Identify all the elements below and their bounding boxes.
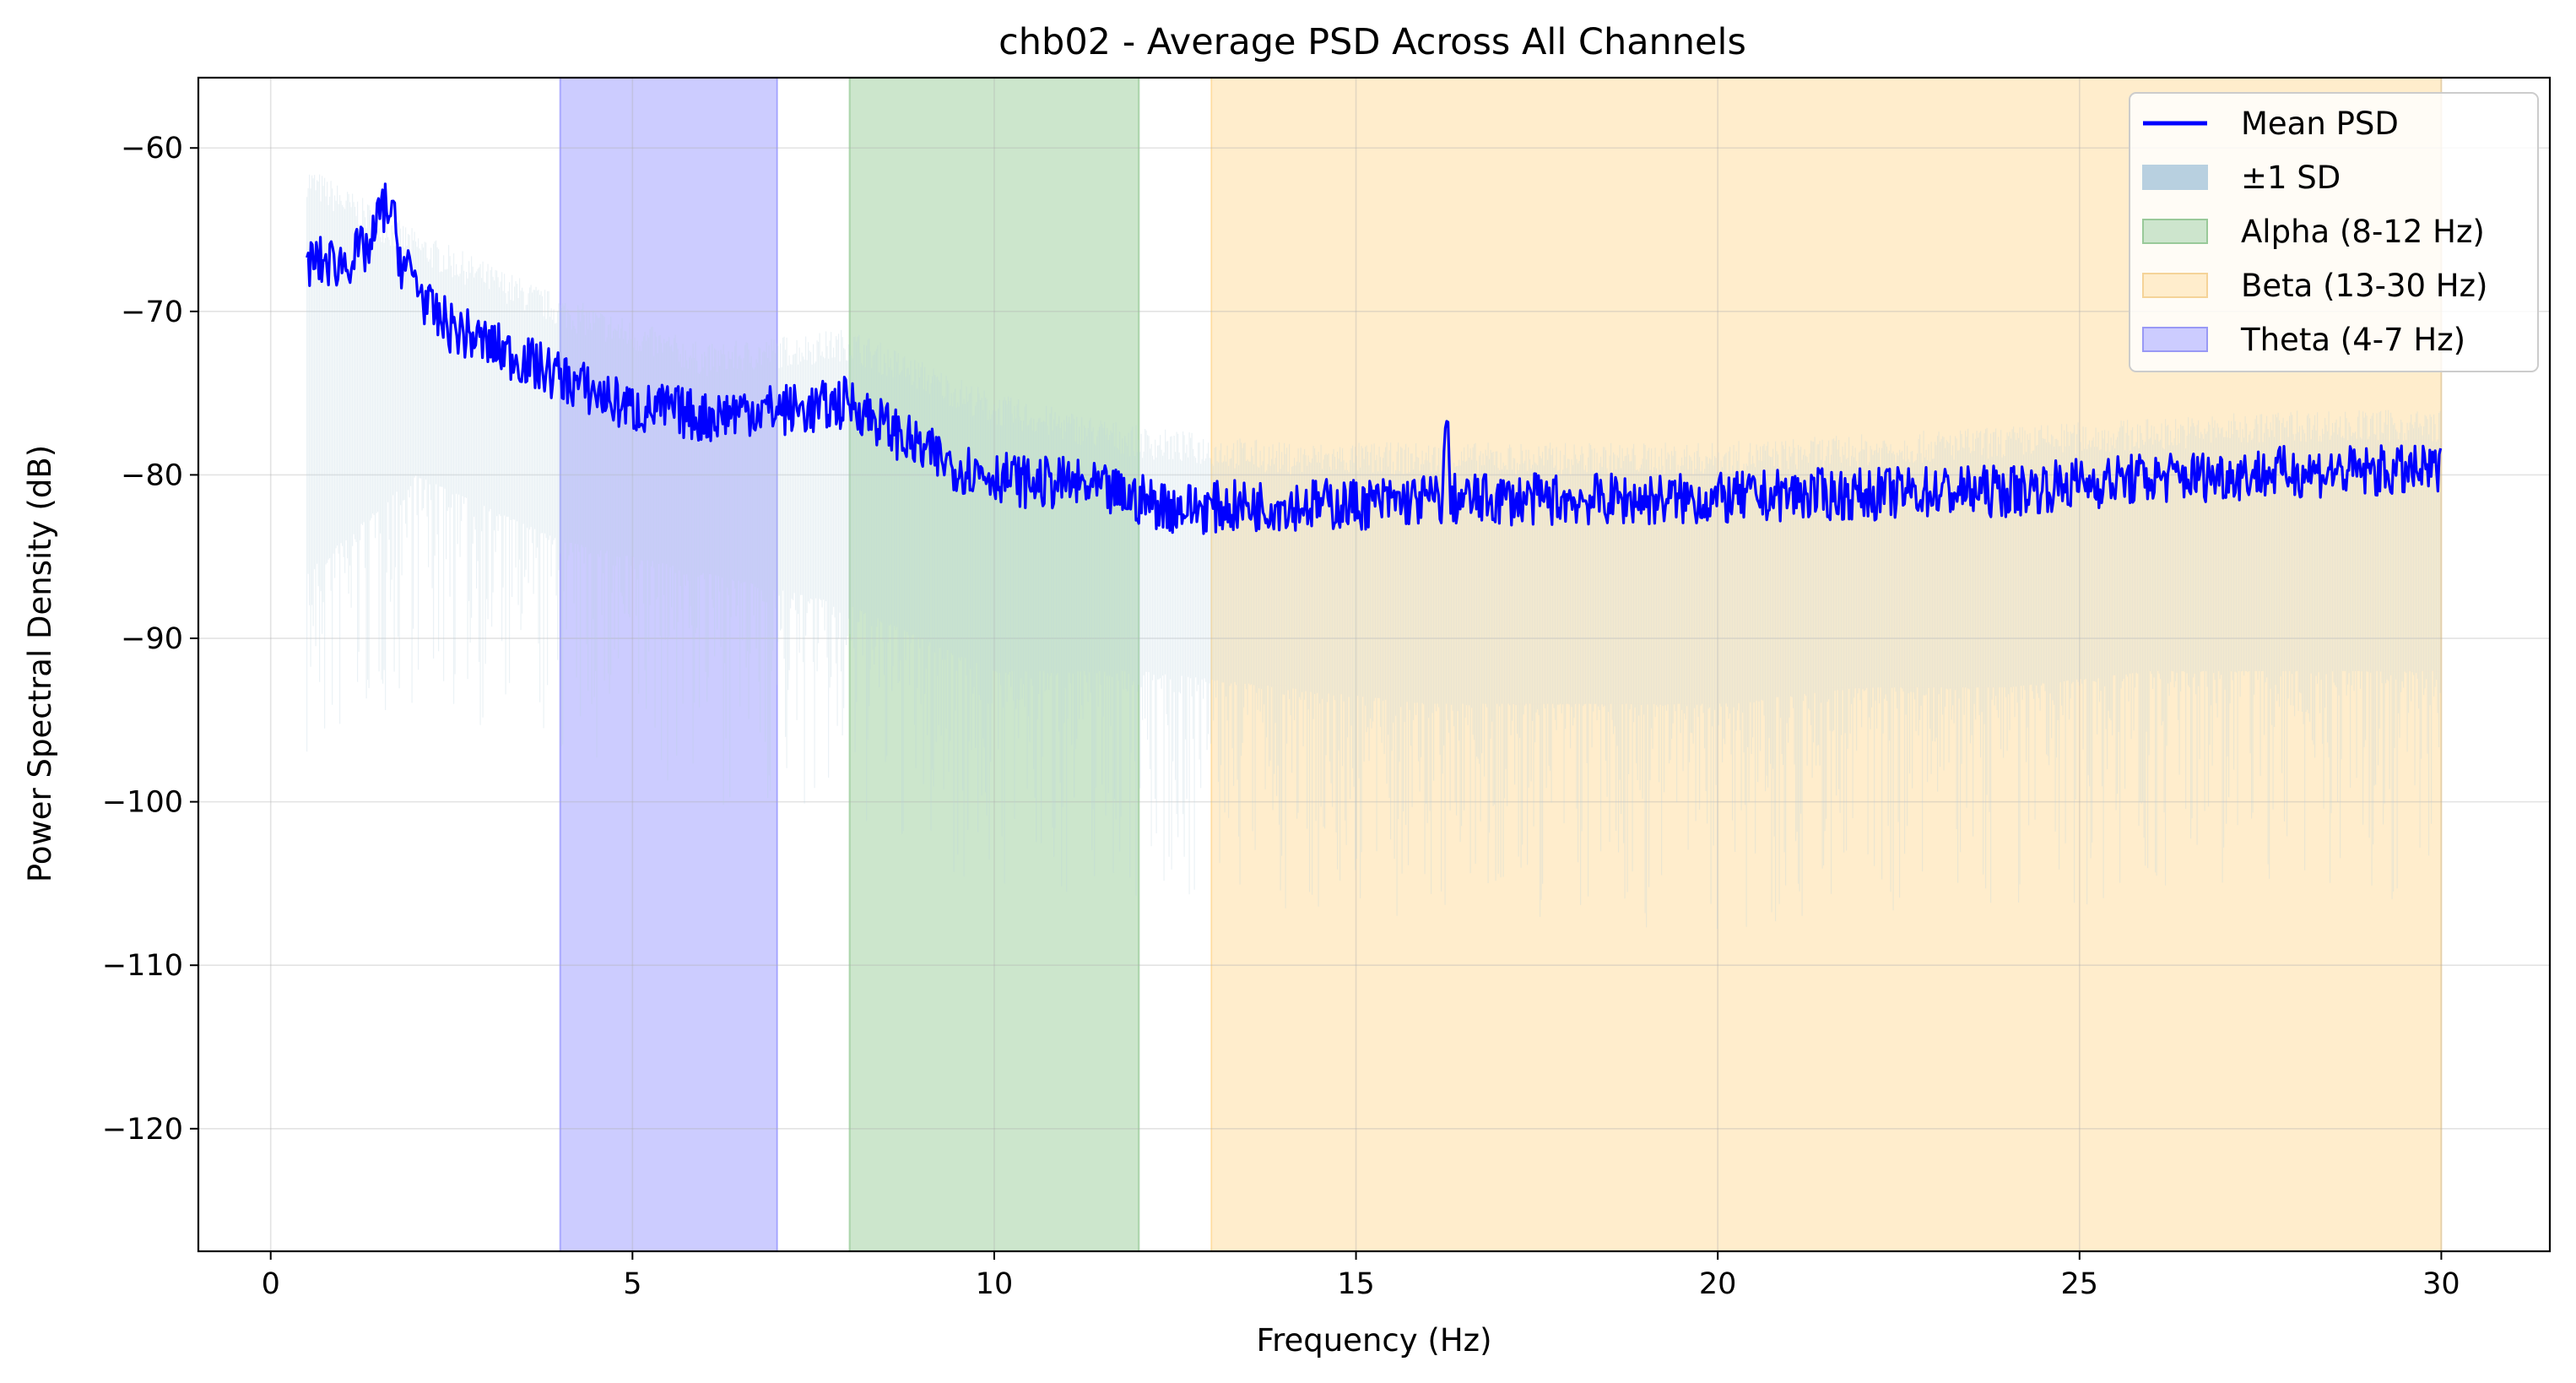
y-tick-label-110: −110: [102, 949, 183, 983]
sd-band: [306, 174, 2441, 930]
legend-box: [2129, 92, 2539, 372]
x-tick-label-30: 30: [2422, 1267, 2460, 1301]
legend-label-alpha: Alpha (8-12 Hz): [2241, 214, 2485, 250]
x-axis-ticks: 0 5 10 15 20 25 30: [262, 1251, 2460, 1301]
y-tick-label-70: −70: [121, 296, 183, 329]
y-tick-label-100: −100: [102, 786, 183, 820]
chart-title: chb02 - Average PSD Across All Channels: [998, 21, 1746, 63]
sd-band-fill: [306, 174, 2441, 930]
y-tick-label-80: −80: [121, 458, 183, 492]
legend: Mean PSD ±1 SD Alpha (8-12 Hz) Beta (13-30 …: [2129, 92, 2539, 372]
x-tick-label-0: 0: [262, 1267, 280, 1301]
x-tick-label-20: 20: [1699, 1267, 1737, 1301]
x-tick-label-5: 5: [623, 1267, 641, 1301]
legend-label-theta: Theta (4-7 Hz): [2240, 322, 2465, 358]
mean-psd-line: [306, 182, 2443, 535]
band-theta: [559, 77, 778, 1252]
mean-psd-series: [306, 182, 2443, 535]
y-axis-ticks: −60 −70 −80 −90 −100 −110 −120: [102, 132, 198, 1147]
y-tick-label-60: −60: [121, 132, 183, 165]
y-axis-label: Power Spectral Density (dB): [22, 445, 58, 882]
legend-swatch-beta: [2142, 273, 2208, 298]
legend-label-1: ±1 SD: [2241, 160, 2341, 196]
x-tick-label-10: 10: [976, 1267, 1014, 1301]
legend-label-beta: Beta (13-30 Hz): [2241, 268, 2487, 304]
legend-swatch-1: [2142, 165, 2208, 190]
y-tick-label-120: −120: [102, 1113, 183, 1147]
x-tick-label-15: 15: [1337, 1267, 1375, 1301]
legend-swatch-theta: [2142, 327, 2208, 352]
plot-area-frame: [197, 76, 2552, 1253]
legend-swatch-alpha: [2142, 219, 2208, 244]
x-axis-label: Frequency (Hz): [1256, 1322, 1491, 1359]
legend-label-mean: Mean PSD: [2241, 106, 2399, 142]
x-tick-label-25: 25: [2061, 1267, 2099, 1301]
y-tick-label-90: −90: [121, 622, 183, 656]
band-alpha: [848, 77, 1140, 1252]
